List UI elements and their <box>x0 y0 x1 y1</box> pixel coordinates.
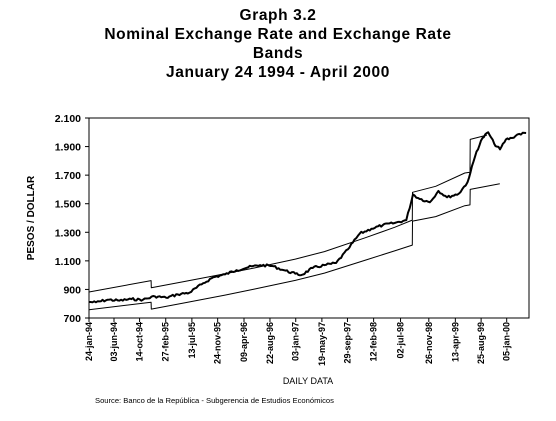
x-tick-label: 24-nov-95 <box>213 322 223 364</box>
x-tick-label: 03-jun-94 <box>109 322 119 362</box>
series-upper-band <box>88 134 488 293</box>
x-tick-label: 09-apr-96 <box>239 322 249 362</box>
y-tick-label: 1.300 <box>55 227 81 239</box>
x-tick-label: 12-feb-98 <box>369 322 379 362</box>
x-tick-label: 26-nov-98 <box>424 322 434 364</box>
y-tick-label: 1.100 <box>55 256 81 268</box>
title-line-1: Graph 3.2 <box>239 7 317 24</box>
series-lower-band <box>88 183 500 311</box>
x-tick-label: 14-oct-94 <box>135 322 145 362</box>
y-axis: 700 900 1.100 1.300 1.500 1.700 1.900 2.100 <box>55 113 89 325</box>
x-axis-title: DAILY DATA <box>283 376 333 386</box>
x-tick-label: 25-aug-99 <box>476 322 486 364</box>
x-tick-label: 05-jan-00 <box>502 322 512 361</box>
x-tick-label: 24-jan-94 <box>84 322 94 361</box>
source-note: Source: Banco de la República - Subgeren… <box>95 396 334 405</box>
title-line-2: Nominal Exchange Rate and Exchange Rate <box>104 26 452 43</box>
x-tick-label: 02-jul-98 <box>396 322 406 359</box>
plot-area-frame <box>88 117 530 319</box>
y-tick-label: 1.900 <box>55 142 81 154</box>
y-tick-label: 700 <box>63 313 81 325</box>
y-tick-label: 1.700 <box>55 170 81 182</box>
x-tick-label: 13-apr-99 <box>450 322 460 362</box>
x-tick-label: 29-sep-97 <box>342 322 352 364</box>
series-nominal-exchange-rate <box>89 131 527 304</box>
x-tick-label: 19-may-97 <box>317 322 327 366</box>
x-tick-label: 22-aug-96 <box>265 322 275 364</box>
series-layer <box>88 131 527 311</box>
title-line-3: Bands <box>252 45 304 62</box>
x-axis: 24-jan-94 03-jun-94 14-oct-94 27-feb-95 13-j… <box>84 318 512 366</box>
y-axis-title: PESOS / DOLLAR <box>26 175 37 260</box>
y-tick-label: 900 <box>63 284 81 296</box>
x-tick-label: 13-jul-95 <box>187 322 197 359</box>
y-tick-label: 1.500 <box>55 199 81 211</box>
x-tick-label: 27-feb-95 <box>161 322 171 362</box>
chart-title: Graph 3.2 Nominal Exchange Rate and Exch… <box>0 6 556 82</box>
x-tick-label: 03-jan-97 <box>291 322 301 361</box>
y-tick-label: 2.100 <box>55 113 81 125</box>
title-line-4: January 24 1994 - April 2000 <box>166 64 390 81</box>
